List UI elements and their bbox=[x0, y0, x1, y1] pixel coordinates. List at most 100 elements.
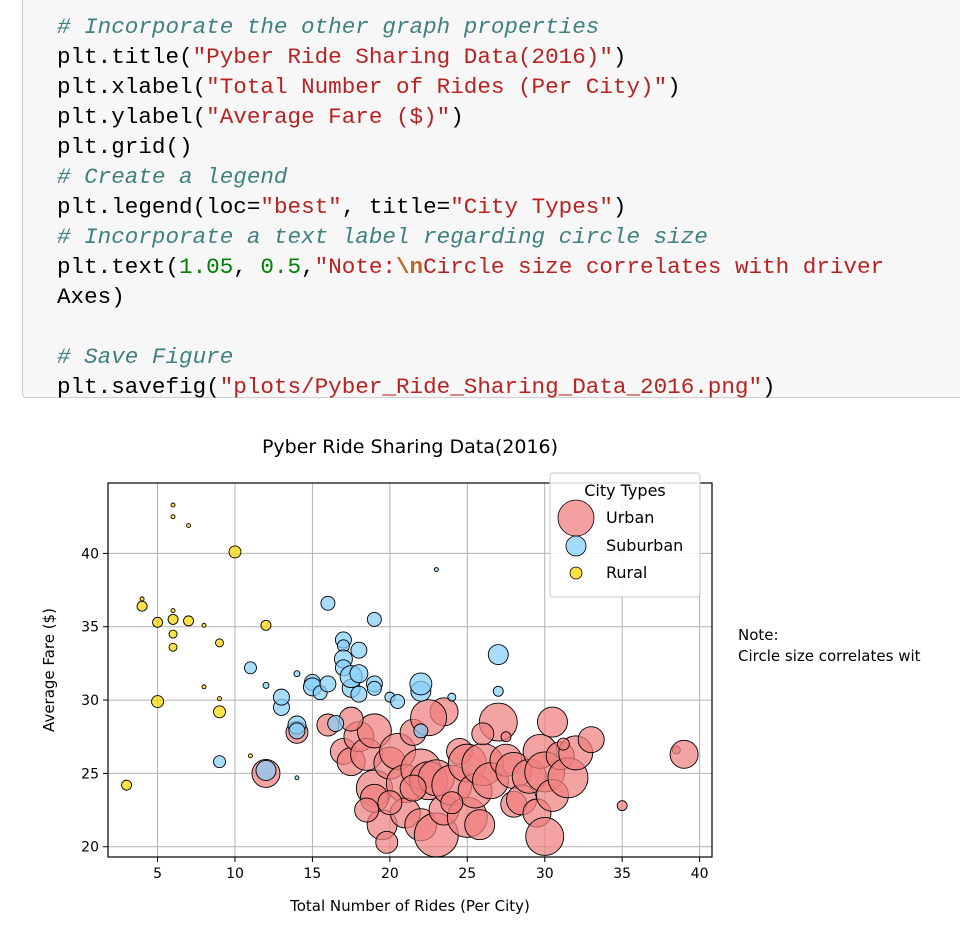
point-urban bbox=[356, 713, 392, 749]
point-rural bbox=[201, 622, 207, 628]
code-line-5: plt.grid() bbox=[57, 134, 193, 160]
point-rural bbox=[215, 638, 224, 648]
code-line-6: # Create a legend bbox=[57, 164, 288, 190]
point-suburban bbox=[409, 672, 433, 696]
code-line-4: plt.ylabel("Average Fare ($)") bbox=[57, 104, 464, 130]
point-suburban bbox=[487, 644, 509, 666]
point-urban bbox=[354, 797, 380, 823]
point-rural bbox=[201, 684, 207, 690]
point-suburban bbox=[262, 681, 270, 689]
scatter-chart: 5 10 15 20 25 30 35 40 20 25 30 35 40 Pyber Ride Sha… bbox=[40, 436, 921, 915]
data-points bbox=[121, 502, 699, 858]
legend-label-rural: Rural bbox=[606, 563, 647, 582]
y-axis-label: Average Fare ($) bbox=[40, 608, 58, 732]
output-area: 5 10 15 20 25 30 35 40 20 25 30 35 40 Pyber Ride Sha… bbox=[0, 420, 960, 930]
series-urban bbox=[251, 697, 699, 858]
point-suburban bbox=[327, 715, 345, 732]
legend-marker-rural bbox=[569, 566, 583, 580]
y-tick-label: 35 bbox=[81, 620, 99, 636]
point-urban bbox=[577, 726, 605, 754]
ticks: 5 10 15 20 25 30 35 40 20 25 30 35 40 bbox=[81, 546, 708, 882]
code-line-11 bbox=[57, 312, 884, 342]
x-axis-label: Total Number of Rides (Per City) bbox=[289, 897, 530, 915]
y-tick-label: 25 bbox=[81, 766, 99, 782]
code-line-13: plt.savefig("plots/Pyber_Ride_Sharing_Da… bbox=[57, 374, 776, 400]
series-rural bbox=[121, 502, 272, 791]
point-rural bbox=[139, 596, 145, 602]
point-rural bbox=[170, 608, 176, 614]
point-rural bbox=[152, 616, 164, 628]
code-line-8: # Incorporate a text label regarding cir… bbox=[57, 224, 708, 250]
point-urban bbox=[669, 739, 699, 769]
point-urban bbox=[464, 809, 496, 841]
code-line-2: plt.title("Pyber Ride Sharing Data(2016)… bbox=[57, 44, 627, 70]
y-tick-label: 30 bbox=[81, 693, 99, 709]
point-suburban bbox=[320, 595, 336, 611]
point-suburban bbox=[294, 775, 300, 781]
legend: City Types Urban Suburban Rural bbox=[549, 472, 701, 598]
x-tick-label: 10 bbox=[226, 866, 244, 882]
point-suburban bbox=[366, 680, 382, 696]
x-tick-label: 5 bbox=[153, 866, 162, 882]
point-suburban bbox=[288, 722, 306, 740]
point-suburban bbox=[349, 664, 369, 684]
point-urban bbox=[440, 791, 464, 815]
legend-title: City Types bbox=[584, 481, 666, 500]
point-rural bbox=[136, 600, 148, 612]
point-suburban bbox=[492, 685, 504, 697]
point-suburban bbox=[413, 723, 429, 739]
legend-label-urban: Urban bbox=[606, 508, 654, 527]
point-suburban bbox=[255, 760, 277, 781]
point-rural bbox=[151, 695, 165, 708]
code-line-1: # Incorporate the other graph properties bbox=[57, 14, 600, 40]
series-suburban bbox=[213, 567, 509, 781]
point-urban bbox=[471, 722, 495, 746]
point-rural bbox=[248, 753, 253, 759]
chart-title: Pyber Ride Sharing Data(2016) bbox=[262, 436, 558, 458]
point-urban bbox=[375, 830, 399, 854]
point-rural bbox=[213, 705, 226, 719]
point-suburban bbox=[350, 641, 368, 659]
code-cell[interactable]: # Incorporate the other graph properties… bbox=[22, 0, 960, 400]
x-tick-label: 30 bbox=[536, 866, 554, 882]
point-rural bbox=[170, 502, 176, 508]
x-tick-label: 35 bbox=[613, 866, 631, 882]
point-rural bbox=[167, 613, 179, 625]
point-suburban bbox=[319, 675, 337, 693]
point-rural bbox=[121, 779, 133, 791]
code-editor[interactable]: # Incorporate the other graph properties… bbox=[57, 12, 884, 402]
x-tick-label: 15 bbox=[304, 866, 322, 882]
code-line-9: plt.text(1.05, 0.5,"Note:\nCircle size c… bbox=[57, 254, 885, 280]
point-rural bbox=[260, 619, 272, 631]
axes-frame bbox=[107, 482, 713, 858]
point-rural bbox=[217, 696, 222, 702]
legend-marker-suburban bbox=[565, 535, 587, 557]
point-urban bbox=[525, 817, 565, 856]
point-suburban bbox=[366, 611, 382, 627]
point-suburban bbox=[433, 567, 439, 572]
point-urban bbox=[616, 800, 628, 812]
point-suburban bbox=[390, 694, 406, 709]
point-urban bbox=[537, 706, 568, 738]
y-tick-label: 40 bbox=[81, 546, 99, 562]
point-rural bbox=[186, 523, 191, 528]
code-line-12: # Save Figure bbox=[57, 344, 234, 370]
code-line-7: plt.legend(loc="best", title="City Types… bbox=[57, 194, 627, 220]
point-rural bbox=[228, 545, 242, 559]
point-urban bbox=[556, 737, 570, 751]
point-urban bbox=[377, 790, 403, 816]
point-suburban bbox=[273, 688, 290, 706]
point-suburban bbox=[293, 670, 301, 678]
point-suburban bbox=[213, 755, 226, 769]
point-suburban bbox=[244, 661, 257, 675]
point-rural bbox=[168, 629, 178, 639]
point-urban bbox=[500, 731, 512, 743]
note-line-2: Circle size correlates wit bbox=[738, 647, 921, 665]
legend-label-suburban: Suburban bbox=[606, 536, 683, 555]
point-suburban bbox=[447, 692, 457, 702]
x-tick-label: 40 bbox=[691, 866, 709, 882]
point-suburban bbox=[350, 685, 368, 703]
note-line-1: Note: bbox=[738, 626, 779, 644]
point-rural bbox=[168, 642, 178, 652]
code-line-10: Axes) bbox=[57, 284, 125, 310]
